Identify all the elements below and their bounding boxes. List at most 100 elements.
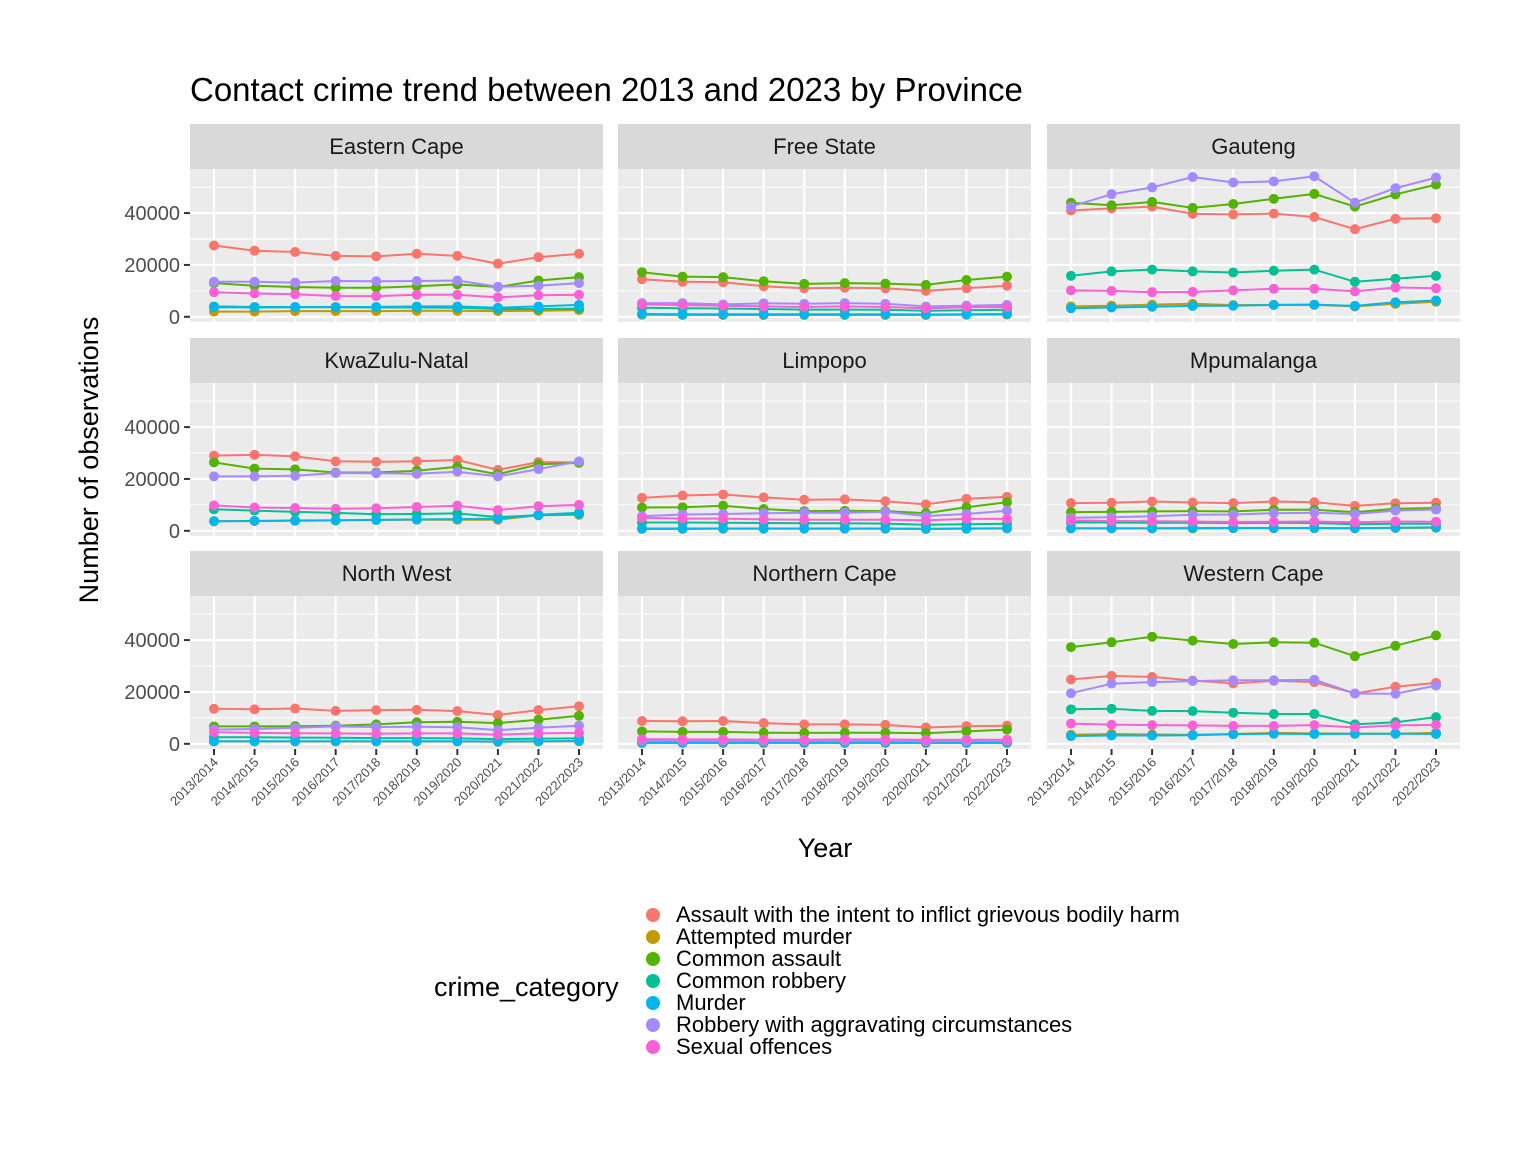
chart-title: Contact crime trend between 2013 and 202… [190,71,1023,108]
data-point [1106,266,1117,277]
data-point [1268,299,1279,310]
data-point [1309,516,1320,527]
data-point [371,301,382,312]
data-point [1002,513,1012,524]
data-point [799,507,810,518]
panel-western-cape: Western Cape2013/20142014/20152015/20162… [1024,551,1460,809]
data-point [1431,712,1441,723]
data-point [533,290,544,301]
data-point [1431,516,1441,527]
series-line [1070,674,1437,695]
data-point [758,301,769,312]
facet-strip [618,551,1031,596]
data-point [1187,516,1198,527]
data-point [452,301,463,312]
data-point [209,287,219,298]
data-point [677,502,688,513]
data-point [920,523,931,534]
data-point [1187,300,1198,311]
facet-strip-label: Western Cape [1183,561,1323,586]
series-line [642,739,1008,743]
data-point [492,513,503,524]
legend-items: Assault with the intent to inflict griev… [646,904,1180,1058]
data-point [209,457,219,468]
data-point [1147,264,1158,275]
data-point [718,726,729,737]
data-point [290,289,301,300]
legend-label: Sexual offences [676,1034,833,1059]
data-point [1147,730,1158,741]
data-point [290,302,301,313]
data-point [533,252,544,263]
data-point [880,278,891,289]
data-point [1106,719,1117,730]
data-point [1309,728,1320,739]
data-point [1390,720,1401,731]
data-point [533,509,544,520]
series-line [214,736,580,741]
data-point [452,466,463,477]
y-axis-title: Number of observations [74,317,104,604]
data-point [1268,675,1279,686]
data-point [839,734,850,745]
legend-label: Murder [676,990,746,1015]
data-point [637,726,647,737]
series-line [213,461,580,476]
series-line [1070,183,1437,209]
data-point [677,513,688,524]
data-point [1002,734,1012,745]
data-point [1106,515,1117,526]
series-line [1070,507,1437,514]
facet-strip [1047,551,1460,596]
data-point [961,734,972,745]
legend-title: crime_category [434,972,619,1002]
data-point [880,523,891,534]
legend-item: Sexual offences [646,1036,1180,1058]
data-point [1349,688,1360,699]
series-line [214,460,580,478]
data-point [880,506,891,517]
data-point [574,278,584,289]
data-point [718,300,729,311]
data-point [718,734,729,745]
facet-strip-label: KwaZulu-Natal [324,348,468,373]
data-point [1106,200,1117,211]
data-point [637,734,647,745]
data-point [1147,196,1158,207]
data-point [1431,630,1441,641]
series-line [642,302,1008,308]
legend-item: Attempted murder [646,926,1180,948]
data-point [758,514,769,525]
data-point [1187,706,1198,717]
data-point [1106,285,1117,296]
data-point [799,309,810,320]
data-point [1228,498,1239,509]
data-point [961,274,972,285]
data-point [249,463,260,474]
series-line [214,714,580,728]
data-point [1390,213,1401,224]
data-point [533,501,544,512]
data-point [1268,265,1279,276]
data-point [758,492,769,503]
data-point [492,281,503,292]
data-point [637,274,647,285]
data-point [718,489,729,500]
y-tick-label: 0 [169,734,180,756]
series-line [213,724,580,732]
series-line [213,731,580,736]
series-line [641,719,1008,729]
data-point [249,245,260,256]
data-point [1147,301,1158,312]
series-line [214,309,580,313]
data-point [718,513,729,524]
data-point [290,502,301,513]
data-point [411,276,422,287]
data-point [1228,509,1239,520]
data-point [533,705,544,716]
x-axis-title: Year [798,833,853,863]
facet-strip [1047,338,1460,383]
data-point [880,719,891,730]
data-point [1431,172,1441,183]
data-point [799,494,810,505]
